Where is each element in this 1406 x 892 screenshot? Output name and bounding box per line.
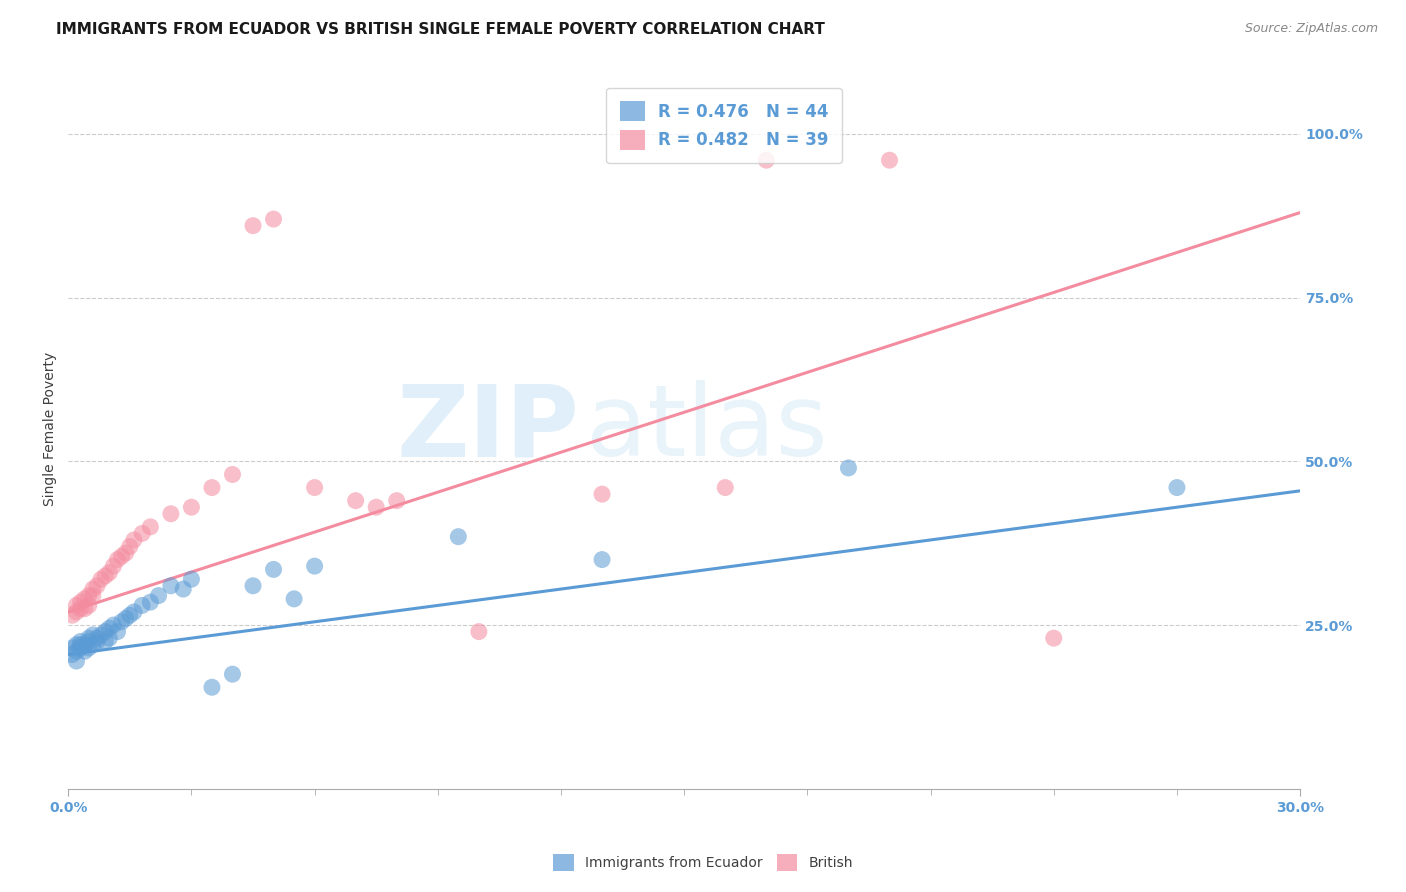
- Point: [160, 507, 183, 521]
- Point: [73, 601, 96, 615]
- Point: [118, 608, 141, 623]
- Point: [122, 533, 145, 547]
- Text: ZIP: ZIP: [396, 380, 579, 477]
- Point: [139, 595, 162, 609]
- Point: [98, 566, 121, 580]
- Point: [148, 589, 170, 603]
- Point: [131, 599, 153, 613]
- Point: [98, 631, 121, 645]
- Point: [242, 219, 264, 233]
- Point: [94, 624, 117, 639]
- Point: [69, 638, 91, 652]
- Point: [591, 552, 613, 566]
- Point: [90, 628, 112, 642]
- Point: [714, 481, 737, 495]
- Point: [69, 595, 91, 609]
- Point: [94, 634, 117, 648]
- Point: [65, 638, 87, 652]
- Point: [77, 599, 100, 613]
- Text: atlas: atlas: [586, 380, 827, 477]
- Point: [82, 628, 104, 642]
- Point: [304, 481, 326, 495]
- Point: [755, 153, 778, 168]
- Point: [118, 540, 141, 554]
- Point: [69, 640, 91, 655]
- Point: [1166, 481, 1188, 495]
- Point: [879, 153, 901, 168]
- Point: [180, 500, 202, 515]
- Point: [94, 569, 117, 583]
- Point: [221, 467, 243, 482]
- Point: [201, 680, 224, 694]
- Point: [60, 640, 83, 655]
- Point: [283, 591, 305, 606]
- Point: [103, 559, 125, 574]
- Point: [242, 579, 264, 593]
- Point: [77, 640, 100, 655]
- Point: [114, 611, 136, 625]
- Point: [73, 591, 96, 606]
- Point: [122, 605, 145, 619]
- Point: [263, 562, 285, 576]
- Point: [344, 493, 367, 508]
- Point: [65, 605, 87, 619]
- Point: [86, 634, 108, 648]
- Point: [77, 634, 100, 648]
- Point: [139, 520, 162, 534]
- Point: [304, 559, 326, 574]
- Point: [468, 624, 491, 639]
- Y-axis label: Single Female Poverty: Single Female Poverty: [44, 351, 58, 506]
- Point: [263, 212, 285, 227]
- Point: [172, 582, 194, 596]
- Point: [65, 644, 87, 658]
- Point: [385, 493, 408, 508]
- Point: [77, 631, 100, 645]
- Point: [366, 500, 388, 515]
- Point: [110, 549, 132, 564]
- Point: [82, 582, 104, 596]
- Point: [65, 599, 87, 613]
- Point: [107, 624, 129, 639]
- Point: [60, 608, 83, 623]
- Legend: Immigrants from Ecuador, British: Immigrants from Ecuador, British: [547, 848, 859, 876]
- Point: [160, 579, 183, 593]
- Point: [86, 579, 108, 593]
- Point: [77, 589, 100, 603]
- Point: [107, 552, 129, 566]
- Point: [447, 530, 470, 544]
- Text: IMMIGRANTS FROM ECUADOR VS BRITISH SINGLE FEMALE POVERTY CORRELATION CHART: IMMIGRANTS FROM ECUADOR VS BRITISH SINGL…: [56, 22, 825, 37]
- Point: [114, 546, 136, 560]
- Point: [82, 589, 104, 603]
- Point: [69, 634, 91, 648]
- Point: [82, 638, 104, 652]
- Point: [98, 621, 121, 635]
- Point: [131, 526, 153, 541]
- Point: [86, 631, 108, 645]
- Point: [221, 667, 243, 681]
- Point: [837, 461, 859, 475]
- Point: [65, 654, 87, 668]
- Point: [69, 601, 91, 615]
- Point: [591, 487, 613, 501]
- Point: [1042, 631, 1064, 645]
- Point: [73, 638, 96, 652]
- Point: [90, 572, 112, 586]
- Point: [110, 615, 132, 629]
- Point: [103, 618, 125, 632]
- Point: [60, 648, 83, 662]
- Point: [73, 644, 96, 658]
- Point: [180, 572, 202, 586]
- Text: Source: ZipAtlas.com: Source: ZipAtlas.com: [1244, 22, 1378, 36]
- Point: [201, 481, 224, 495]
- Legend: R = 0.476   N = 44, R = 0.482   N = 39: R = 0.476 N = 44, R = 0.482 N = 39: [606, 87, 842, 163]
